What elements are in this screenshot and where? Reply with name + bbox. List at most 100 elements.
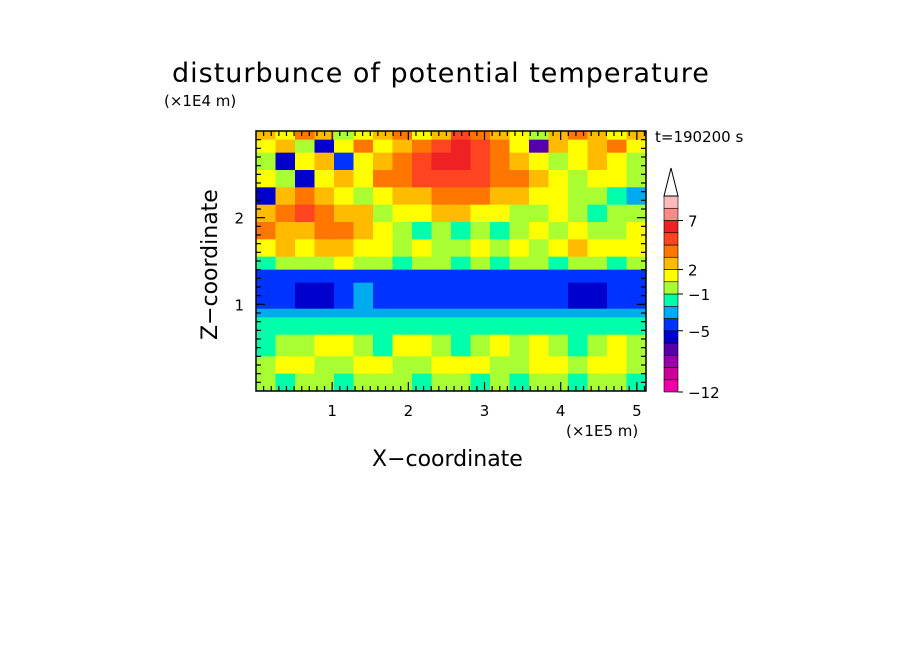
heatmap-cell	[607, 269, 627, 284]
heatmap-cell	[392, 373, 413, 392]
heatmap-cell	[392, 187, 413, 206]
heatmap-cell	[412, 256, 432, 271]
colorbar-swatch	[663, 367, 679, 381]
heatmap-cell	[314, 139, 335, 154]
heatmap-cell	[548, 373, 569, 392]
heatmap-cell	[529, 187, 549, 206]
heatmap-cell	[275, 222, 296, 240]
colorbar-swatch	[663, 256, 679, 270]
heatmap-cell	[529, 256, 549, 271]
heatmap-cell	[607, 187, 627, 206]
heatmap-cell	[275, 373, 296, 392]
heatmap-cell	[470, 152, 491, 171]
colorbar-swatch	[663, 330, 679, 344]
heatmap-cell	[373, 131, 393, 141]
heatmap-cell	[626, 334, 647, 357]
heatmap-cell	[626, 356, 647, 375]
heatmap-cell	[275, 356, 296, 375]
heatmap-cell	[295, 334, 315, 357]
colorbar-swatch	[663, 195, 679, 209]
heatmap-cell	[295, 373, 315, 392]
heatmap-cell	[529, 170, 549, 188]
heatmap-cell	[568, 373, 588, 392]
heatmap-cell	[587, 239, 608, 258]
heatmap-cells	[256, 131, 647, 392]
heatmap-cell	[587, 269, 608, 284]
heatmap-cell	[509, 187, 530, 206]
heatmap-cell	[412, 334, 432, 357]
heatmap-cell	[607, 373, 627, 392]
heatmap-cell	[626, 170, 647, 188]
heatmap-cell	[607, 356, 627, 375]
heatmap-cell	[314, 170, 335, 188]
heatmap-cell	[373, 269, 393, 284]
heatmap-cell	[451, 152, 471, 171]
heatmap-cell	[275, 187, 296, 206]
heatmap-cell	[334, 269, 354, 284]
heatmap-cell	[314, 256, 335, 271]
heatmap-cell	[490, 239, 510, 258]
heatmap-cell	[412, 139, 432, 154]
heatmap-cell	[392, 131, 413, 141]
heatmap-cell	[353, 317, 374, 336]
heatmap-cell	[353, 269, 374, 284]
heatmap-cell	[451, 222, 471, 240]
heatmap-cell	[509, 131, 530, 141]
heatmap-cell	[275, 131, 296, 141]
heatmap-cell	[509, 170, 530, 188]
heatmap-cell	[334, 222, 354, 240]
y-tick-label: 2	[234, 210, 244, 228]
colorbar-label: 2	[688, 262, 698, 280]
heatmap-cell	[373, 317, 393, 336]
heatmap-cell	[373, 152, 393, 171]
heatmap-cell	[256, 269, 276, 284]
heatmap-cell	[334, 317, 354, 336]
heatmap-cell	[509, 282, 530, 310]
heatmap-cell	[451, 317, 471, 336]
heatmap-cell	[431, 131, 452, 141]
heatmap-cell	[568, 139, 588, 154]
heatmap-cell	[548, 282, 569, 310]
heatmap-cell	[470, 187, 491, 206]
heatmap-cell	[548, 139, 569, 154]
heatmap-cell	[275, 317, 296, 336]
heatmap-cell	[626, 239, 647, 258]
heatmap-cell	[490, 222, 510, 240]
heatmap-cell	[412, 308, 432, 318]
heatmap-cell	[431, 282, 452, 310]
heatmap-cell	[353, 204, 374, 223]
heatmap-cell	[451, 239, 471, 258]
heatmap-cell	[548, 256, 569, 271]
heatmap-cell	[256, 139, 276, 154]
heatmap-cell	[470, 269, 491, 284]
heatmap-cell	[490, 269, 510, 284]
heatmap-cell	[353, 139, 374, 154]
heatmap-cell	[373, 170, 393, 188]
heatmap-cell	[568, 187, 588, 206]
heatmap-cell	[529, 308, 549, 318]
heatmap-cell	[490, 308, 510, 318]
heatmap-cell	[451, 308, 471, 318]
heatmap-cell	[509, 317, 530, 336]
heatmap-cell	[470, 239, 491, 258]
heatmap-cell	[373, 139, 393, 154]
heatmap-cell	[256, 152, 276, 171]
heatmap-cell	[470, 222, 491, 240]
heatmap-cell	[568, 356, 588, 375]
heatmap-cell	[626, 256, 647, 271]
heatmap-cell	[295, 256, 315, 271]
heatmap-cell	[353, 334, 374, 357]
heatmap-cell	[392, 204, 413, 223]
heatmap-cell	[353, 256, 374, 271]
heatmap-cell	[587, 139, 608, 154]
heatmap-cell	[587, 308, 608, 318]
heatmap-cell	[295, 282, 315, 310]
colorbar-swatch	[663, 318, 679, 332]
heatmap-cell	[295, 204, 315, 223]
heatmap-cell	[431, 334, 452, 357]
heatmap-cell	[412, 317, 432, 336]
colorbar-swatch	[663, 342, 679, 356]
heatmap-cell	[392, 239, 413, 258]
heatmap-cell	[373, 282, 393, 310]
x-axis-title: X−coordinate	[372, 447, 523, 472]
